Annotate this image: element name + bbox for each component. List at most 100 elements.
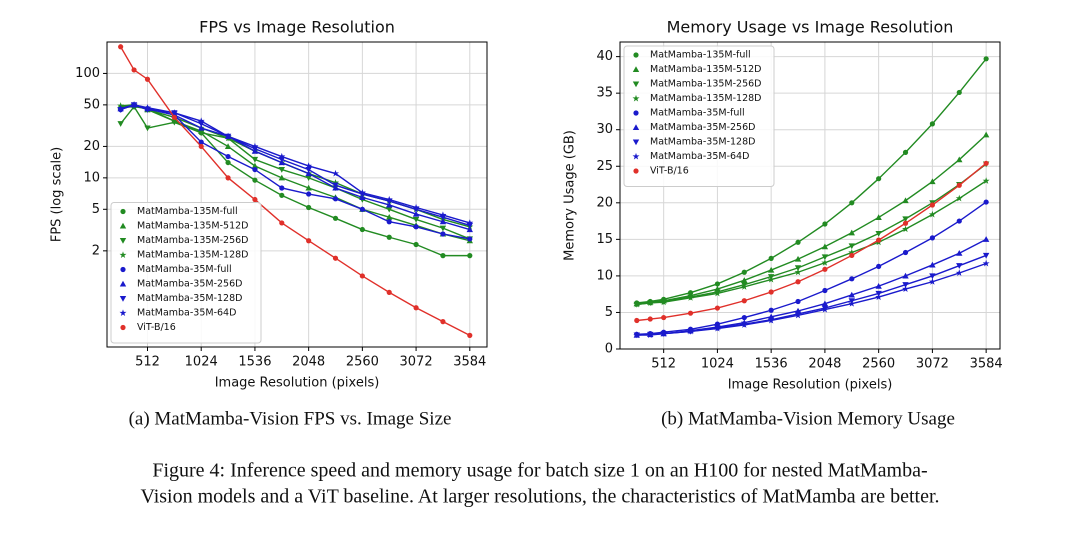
marker (440, 231, 446, 237)
marker (875, 282, 882, 289)
marker (929, 273, 936, 280)
y-tick-label: 10 (596, 268, 613, 283)
legend-marker (632, 94, 640, 102)
legend-marker (119, 237, 127, 244)
marker (224, 132, 232, 140)
marker (306, 204, 312, 211)
marker (821, 254, 829, 261)
marker (413, 305, 419, 311)
marker (117, 104, 125, 112)
marker (821, 243, 829, 250)
marker (687, 327, 695, 335)
marker (440, 253, 446, 259)
marker (714, 305, 721, 311)
marker (956, 250, 963, 256)
marker (956, 156, 963, 163)
marker (197, 117, 205, 125)
marker (198, 143, 204, 150)
marker (225, 153, 231, 160)
marker (439, 211, 447, 219)
marker (359, 273, 365, 279)
marker (439, 225, 447, 232)
marker (467, 332, 473, 338)
marker (956, 263, 963, 269)
marker (714, 281, 721, 287)
legend-label: MatMamba-135M-256D (650, 79, 762, 90)
marker (386, 213, 393, 220)
y-tick-label: 20 (83, 139, 100, 154)
marker (251, 156, 259, 163)
marker (251, 162, 259, 169)
marker (252, 196, 258, 203)
marker (848, 291, 855, 298)
marker (849, 252, 855, 259)
marker (740, 283, 748, 290)
subcaption: (b) MatMamba-Vision Memory Usage (661, 408, 955, 429)
marker (741, 298, 747, 304)
marker (740, 321, 748, 328)
marker (929, 261, 936, 268)
y-tick-label: 2 (92, 243, 100, 258)
legend-marker (120, 324, 126, 331)
marker (198, 124, 205, 131)
marker (332, 182, 339, 189)
marker (359, 206, 365, 212)
marker (821, 305, 829, 313)
marker (795, 298, 801, 305)
legend-marker (633, 168, 639, 174)
legend-marker (120, 208, 126, 215)
marker (849, 200, 855, 206)
marker (822, 266, 828, 272)
marker (848, 229, 855, 236)
legend-marker (632, 124, 640, 131)
legend-marker (119, 309, 127, 316)
marker (822, 221, 828, 227)
marker (767, 266, 775, 273)
legend-label: MatMamba-35M-128D (137, 293, 242, 304)
x-tick-label: 1536 (238, 355, 271, 370)
marker (794, 255, 802, 262)
subcaption: (a) MatMamba-Vision FPS vs. Image Size (129, 408, 452, 429)
legend-marker (632, 81, 640, 88)
legend-marker (633, 110, 639, 116)
marker (794, 268, 802, 276)
marker (741, 277, 748, 283)
marker (278, 167, 285, 173)
marker (983, 56, 989, 62)
marker (875, 230, 882, 237)
marker (713, 289, 721, 297)
marker (741, 314, 747, 321)
y-tick-label: 35 (596, 86, 613, 101)
marker (386, 201, 393, 208)
legend-marker (120, 266, 126, 273)
plot-frame (619, 41, 1001, 350)
x-tick-label: 1024 (185, 355, 218, 370)
marker (279, 185, 285, 191)
marker (768, 289, 774, 295)
marker (955, 269, 963, 276)
marker (928, 210, 936, 218)
marker (928, 278, 936, 285)
marker (875, 293, 883, 301)
x-tick-label: 3584 (453, 355, 486, 370)
x-axis-label: Image Resolution (pixels) (215, 376, 380, 391)
legend-box (623, 45, 775, 187)
marker (982, 259, 990, 267)
marker (412, 216, 420, 223)
x-tick-label: 1024 (701, 357, 734, 372)
marker (929, 202, 935, 208)
marker (955, 194, 963, 202)
marker (386, 206, 393, 213)
marker (305, 170, 312, 177)
marker (848, 300, 856, 307)
y-tick-label: 25 (596, 159, 613, 174)
marker (171, 114, 177, 120)
marker (795, 239, 801, 245)
marker (386, 289, 392, 295)
legend-label: ViT-B/16 (137, 322, 176, 333)
marker (306, 191, 312, 197)
marker (902, 272, 909, 279)
marker (956, 218, 962, 224)
y-tick-label: 50 (83, 97, 100, 112)
marker (661, 314, 667, 321)
